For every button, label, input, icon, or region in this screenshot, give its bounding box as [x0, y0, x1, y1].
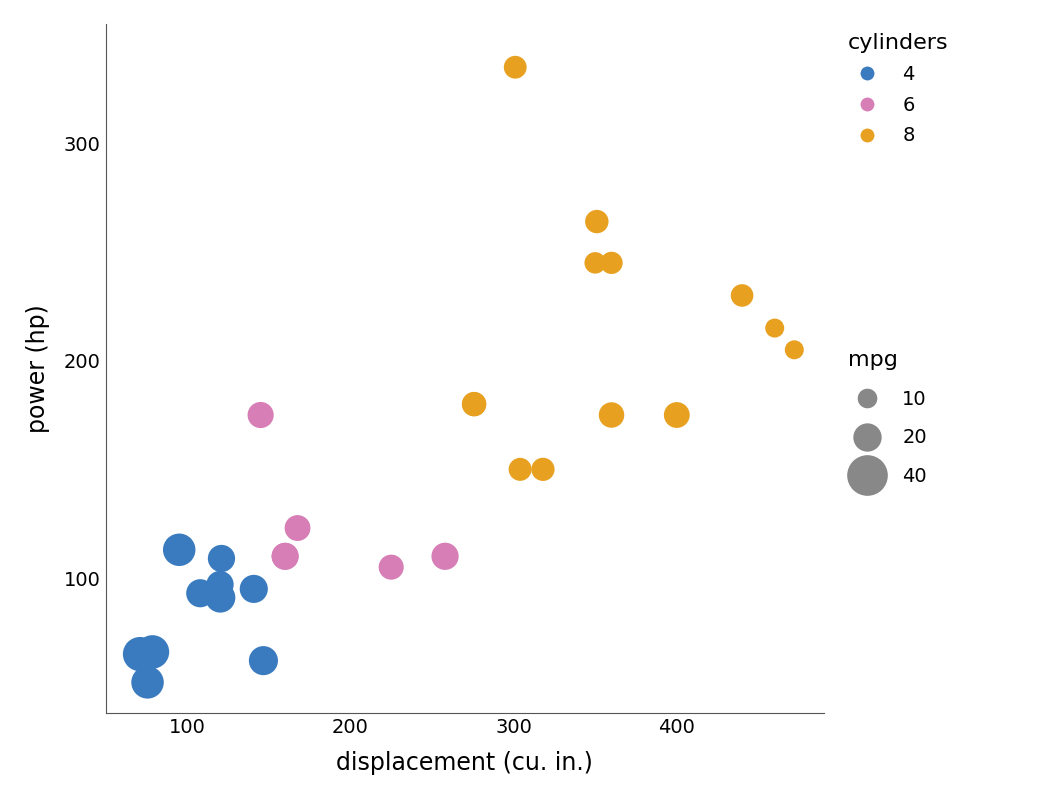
Point [277, 550, 294, 562]
Point [466, 398, 483, 410]
Point [171, 543, 188, 556]
Point [277, 550, 294, 562]
Point [211, 578, 228, 591]
Point [466, 398, 483, 410]
Point [192, 587, 209, 600]
Point [786, 344, 803, 356]
Point [289, 522, 306, 535]
Point [382, 561, 399, 573]
Point [767, 322, 784, 334]
Point [139, 676, 156, 689]
Point [603, 409, 620, 421]
Point [587, 257, 604, 269]
Point [588, 215, 605, 228]
Point [507, 61, 524, 74]
Point [466, 398, 483, 410]
Point [245, 583, 262, 596]
Point [289, 522, 306, 535]
Legend: 10, 20, 40: 10, 20, 40 [848, 350, 927, 485]
Point [145, 645, 162, 658]
Point [254, 654, 271, 667]
Point [603, 257, 620, 269]
Point [144, 645, 161, 658]
Point [734, 289, 751, 302]
Point [252, 409, 269, 421]
Point [212, 592, 229, 604]
Point [512, 463, 529, 476]
Y-axis label: power (hp): power (hp) [26, 304, 50, 432]
X-axis label: displacement (cu. in.): displacement (cu. in.) [336, 751, 593, 775]
Point [213, 552, 230, 565]
Point [668, 409, 685, 421]
Point [534, 463, 551, 476]
Point [132, 648, 149, 661]
Point [436, 550, 453, 562]
